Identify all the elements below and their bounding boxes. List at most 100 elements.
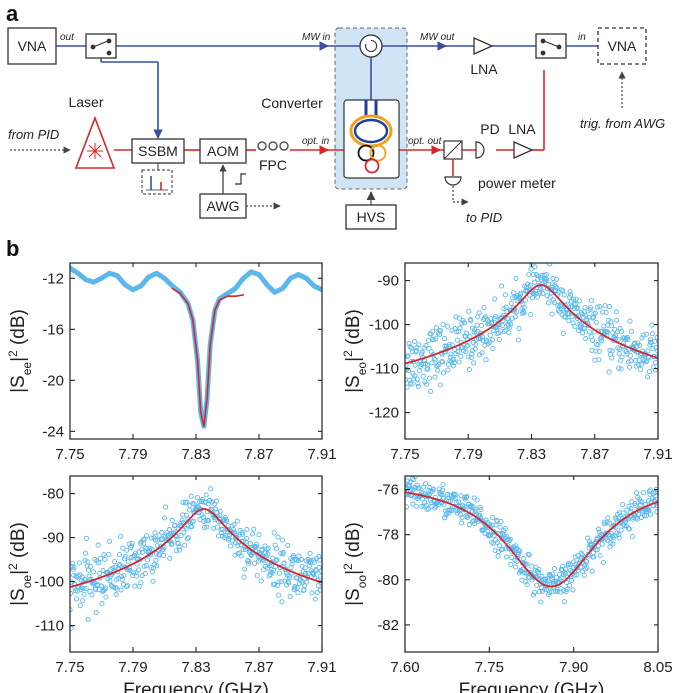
data-point [71,564,77,570]
data-point [407,377,413,383]
trig-label: trig. from AWG [580,116,665,131]
optical-ring-3-icon [364,158,380,174]
data-point [570,587,576,593]
data-point [599,338,605,344]
fpc-label: FPC [259,157,287,173]
data-point [566,311,572,317]
data-point [547,572,553,578]
pd-label: PD [480,121,499,137]
data-point [85,616,91,622]
data-point [604,520,610,526]
data-point [90,569,97,575]
data-point [582,325,588,332]
data-point [419,349,425,355]
data-point [305,556,311,562]
data-point [464,494,470,500]
data-point [473,506,479,512]
data-point [162,515,168,521]
data-point [405,384,410,390]
data-point [206,518,212,524]
data-point [120,545,126,551]
data-point [535,569,542,575]
data-point [633,358,639,364]
data-point [645,348,651,354]
panel-a: a [6,1,665,230]
data-point [166,527,172,533]
rf-switch-left [85,33,117,59]
data-point [620,502,626,508]
data-point [91,580,98,586]
data-point [124,547,130,553]
data-point [289,561,295,567]
awg-box [199,193,247,219]
data-point [550,571,556,577]
data-point [616,365,622,371]
data-point [454,337,460,343]
hvs-box [345,204,397,230]
x-tick-label: 7.83 [181,446,210,463]
data-point [167,531,174,537]
awg-label: AWG [207,198,240,214]
data-point [636,362,642,368]
data-point [265,551,271,557]
data-point [145,557,151,563]
data-point [72,588,78,594]
data-point [646,369,653,375]
hvs-label: HVS [357,209,386,225]
circulator-arrow-icon [365,39,378,53]
data-point [628,358,634,364]
data-point [244,535,250,541]
data-point [200,499,206,505]
data-point [275,534,281,540]
data-point [544,586,550,593]
data-point [469,351,475,357]
data-point [618,527,624,533]
data-point [182,542,188,548]
data-point [70,625,74,631]
data-point [518,568,524,574]
data-point [414,482,420,488]
data-point [532,589,538,595]
data-point [629,533,635,540]
x-tick-label: 8.05 [643,659,672,676]
data-point [584,564,590,570]
data-point [608,323,614,329]
data-point [158,537,164,543]
data-point [640,490,647,496]
data-point [83,586,89,592]
data-point [490,345,496,352]
data-point [587,306,593,313]
data-point [583,336,589,342]
data-point [616,532,622,538]
data-point [438,328,444,334]
data-point [570,296,577,302]
data-point [171,523,177,529]
data-point [296,553,302,559]
data-point [644,374,651,380]
y-axis-label: |Soe|2 (dB) [6,522,34,606]
data-point [509,315,515,321]
data-point [186,507,192,513]
data-point [419,503,425,510]
data-point [160,552,167,558]
data-point [540,290,546,297]
data-point [129,540,135,546]
data-point [617,510,623,516]
data-point [643,359,649,365]
data-point [593,319,599,325]
data-point [448,351,454,357]
y-tick-label: -78 [377,527,399,544]
data-point [492,314,499,320]
data-point [450,363,456,369]
y-axis-label: |Seo|2 (dB) [341,309,369,393]
data-point [121,572,127,579]
data-point [252,560,258,566]
x-tick-label: 7.87 [580,446,609,463]
vna-in-label: in [578,32,586,43]
data-point [509,548,515,555]
data-point [156,533,162,539]
data-point [653,359,658,366]
mw-out-label: MW out [420,32,456,43]
data-point [287,594,293,600]
data-point [122,554,128,560]
